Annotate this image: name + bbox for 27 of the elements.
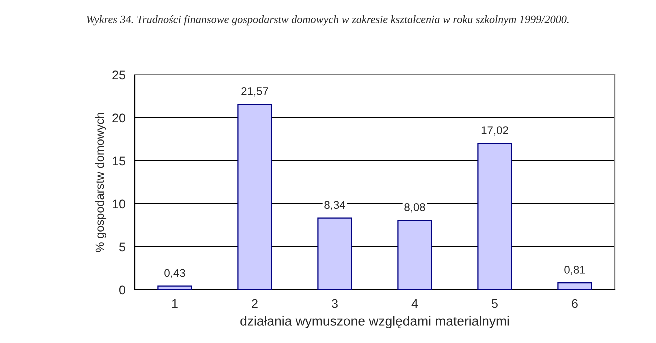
y-tick-label: 10 [113, 200, 126, 209]
data-label: 8,34 [324, 201, 346, 210]
bar [318, 218, 352, 290]
y-tick-label: 5 [120, 242, 126, 252]
y-tick-label: 20 [112, 114, 126, 123]
y-tick-label: 15 [113, 156, 126, 166]
data-label: 8,08 [404, 204, 426, 213]
bar [558, 282, 592, 290]
y-axis-title: % gospodarstw domowych [96, 113, 107, 252]
x-tick-label: 4 [412, 299, 418, 308]
data-label: 0,81 [564, 266, 586, 276]
x-tick-label: 3 [332, 299, 338, 308]
chart-title: Wykres 34. Trudności finansowe gospodarstw domowych w zakresie kształcenia w roku szkolnym 1999/2000. [86, 15, 569, 26]
bar [398, 220, 432, 290]
x-tick-label: 1 [172, 299, 178, 308]
y-tick-label: 0 [120, 286, 126, 295]
x-axis-title: działania wymuszone względami materialnymi [240, 316, 510, 329]
bar [158, 286, 192, 290]
bar [478, 143, 512, 290]
x-tick-label: 6 [572, 299, 578, 308]
x-tick-label: 5 [492, 299, 498, 308]
data-label: 0,43 [164, 269, 186, 278]
data-label: 17,02 [482, 126, 508, 136]
data-label: 21,57 [242, 87, 268, 97]
y-tick-label: 25 [112, 70, 126, 80]
x-tick-label: 2 [252, 299, 258, 308]
bar [238, 104, 272, 290]
